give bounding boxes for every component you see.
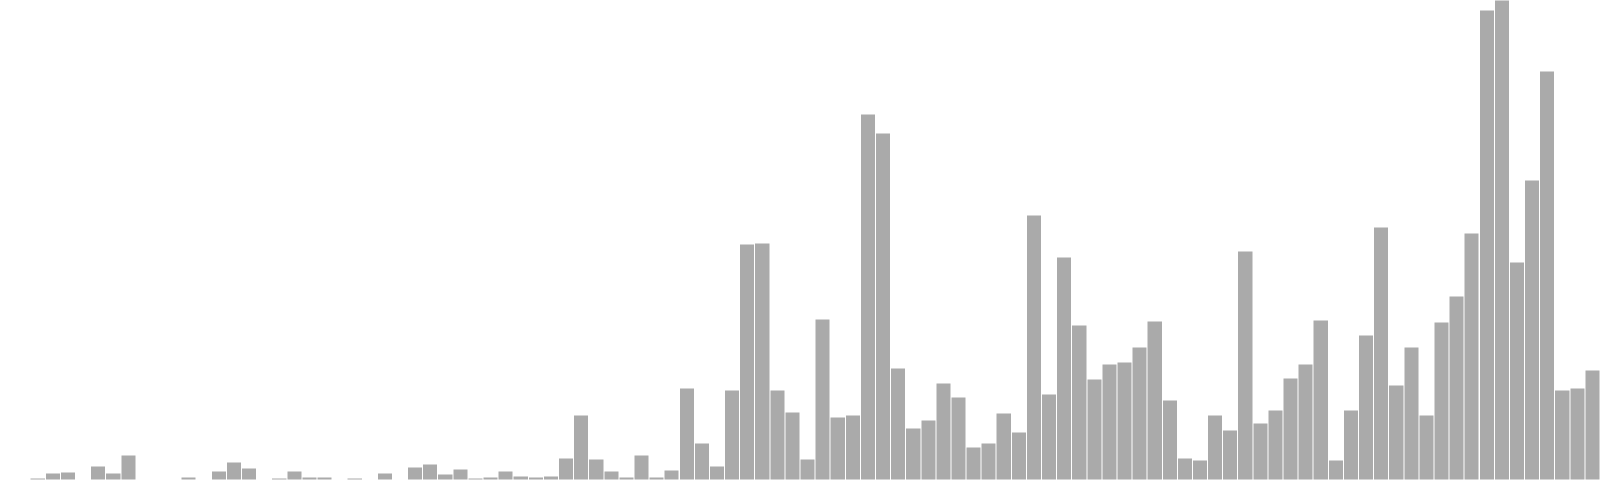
bar-24 xyxy=(346,477,363,480)
bar-76 xyxy=(1131,346,1148,480)
bar-93 xyxy=(1388,384,1405,480)
bar-17 xyxy=(241,467,258,480)
bar-7 xyxy=(90,465,107,480)
bar-5 xyxy=(59,471,76,480)
bar-85 xyxy=(1267,409,1284,480)
bar-43 xyxy=(633,454,650,480)
bar-59 xyxy=(874,132,892,480)
bar-20 xyxy=(286,470,303,480)
bar-51 xyxy=(754,242,771,480)
bar-87 xyxy=(1297,363,1314,480)
bar-28 xyxy=(407,466,424,480)
bar-22 xyxy=(316,476,333,480)
bar-75 xyxy=(1116,361,1133,480)
bar-9 xyxy=(120,454,137,480)
bar-77 xyxy=(1146,320,1163,480)
bar-31 xyxy=(452,468,469,480)
bar-96 xyxy=(1433,321,1450,480)
bar-64 xyxy=(950,396,967,480)
bar-99 xyxy=(1478,9,1495,480)
bar-73 xyxy=(1086,378,1103,480)
bar-series xyxy=(14,0,1600,480)
bar-40 xyxy=(588,458,605,480)
bar-91 xyxy=(1357,334,1375,480)
bar-45 xyxy=(663,469,680,480)
bar-78 xyxy=(1161,399,1178,480)
bar-103 xyxy=(1539,70,1556,480)
bar-68 xyxy=(1010,431,1027,480)
bar-65 xyxy=(965,446,982,480)
bar-92 xyxy=(1373,226,1390,480)
bar-29 xyxy=(422,463,439,480)
bar-48 xyxy=(708,465,726,480)
bar-39 xyxy=(573,414,590,480)
bar-34 xyxy=(497,470,514,480)
bar-106 xyxy=(1584,369,1600,480)
bar-60 xyxy=(890,367,907,480)
bar-13 xyxy=(180,476,197,480)
bar-83 xyxy=(1237,250,1254,480)
bar-72 xyxy=(1071,324,1088,480)
bar-56 xyxy=(829,416,846,480)
bar-94 xyxy=(1403,346,1420,480)
bar-47 xyxy=(693,442,710,480)
bar-35 xyxy=(512,475,529,480)
bar-54 xyxy=(799,458,816,480)
bar-86 xyxy=(1282,377,1299,480)
bar-88 xyxy=(1312,319,1329,480)
bar-46 xyxy=(678,387,695,480)
bar-52 xyxy=(769,389,786,480)
bar-49 xyxy=(724,389,741,480)
bar-74 xyxy=(1101,363,1118,480)
bar-71 xyxy=(1056,256,1073,480)
bar-98 xyxy=(1463,232,1480,480)
bar-80 xyxy=(1191,459,1209,480)
bar-41 xyxy=(603,470,620,480)
bar-58 xyxy=(859,113,876,480)
bar-82 xyxy=(1222,429,1239,480)
bar-105 xyxy=(1569,387,1586,480)
bar-89 xyxy=(1327,459,1344,480)
bar-79 xyxy=(1176,457,1193,480)
bar-37 xyxy=(542,475,559,480)
bar-16 xyxy=(225,461,243,480)
bar-8 xyxy=(105,472,122,480)
bar-66 xyxy=(980,442,997,480)
bar-101 xyxy=(1508,261,1526,480)
bar-63 xyxy=(935,382,952,480)
bar-100 xyxy=(1493,0,1510,480)
bar-102 xyxy=(1524,179,1541,480)
bar-70 xyxy=(1041,393,1058,480)
bar-53 xyxy=(784,411,801,480)
bar-30 xyxy=(437,473,454,480)
bar-69 xyxy=(1025,214,1043,480)
bar-15 xyxy=(210,470,227,480)
bar-95 xyxy=(1418,414,1435,480)
bar-62 xyxy=(920,419,937,480)
bar-26 xyxy=(376,472,393,480)
bar-38 xyxy=(557,457,575,480)
bar-67 xyxy=(995,412,1012,480)
bar-84 xyxy=(1252,422,1269,480)
bar-81 xyxy=(1207,414,1224,480)
bar-55 xyxy=(814,318,831,480)
bar-4 xyxy=(44,472,61,480)
bar-97 xyxy=(1448,295,1465,480)
bar-61 xyxy=(905,427,922,480)
bar-57 xyxy=(844,414,861,480)
bar-90 xyxy=(1342,409,1359,480)
bar-104 xyxy=(1554,389,1571,480)
bar-50 xyxy=(739,243,756,480)
